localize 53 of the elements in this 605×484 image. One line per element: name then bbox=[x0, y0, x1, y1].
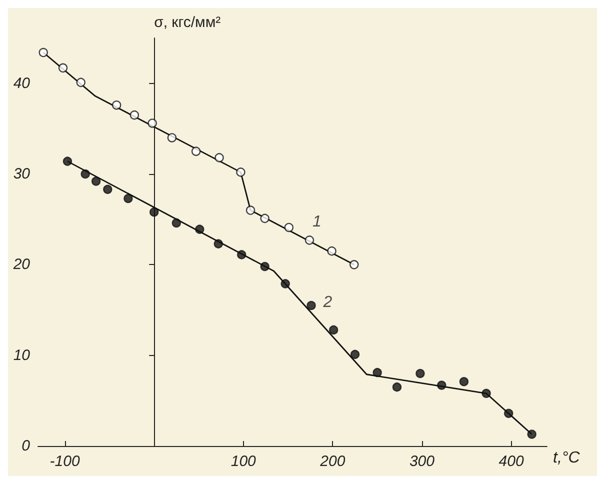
x-axis-title: t,°C bbox=[553, 450, 580, 466]
point bbox=[306, 300, 316, 310]
point bbox=[350, 260, 359, 270]
x-tick-label: -100 bbox=[50, 453, 80, 470]
point bbox=[237, 250, 246, 260]
point bbox=[280, 279, 290, 288]
point bbox=[416, 368, 425, 378]
point bbox=[91, 176, 101, 186]
point bbox=[149, 207, 159, 217]
point bbox=[482, 388, 491, 398]
point bbox=[148, 118, 157, 128]
point bbox=[38, 48, 48, 58]
y-tick-label: 20 bbox=[12, 256, 31, 274]
point bbox=[80, 169, 90, 179]
point bbox=[112, 100, 122, 110]
x-tick-label: 400 bbox=[498, 453, 524, 470]
point bbox=[246, 206, 256, 215]
x-tick-label: 100 bbox=[230, 453, 257, 470]
point bbox=[103, 184, 112, 194]
point bbox=[392, 382, 402, 392]
point bbox=[195, 224, 204, 234]
point bbox=[260, 262, 270, 272]
y-tick-label: 40 bbox=[13, 74, 31, 92]
point bbox=[124, 194, 133, 204]
point bbox=[437, 380, 446, 390]
point bbox=[236, 168, 246, 177]
x-tick-label: 200 bbox=[319, 453, 346, 470]
point bbox=[214, 239, 223, 248]
y-tick-label: 0 bbox=[22, 438, 31, 454]
point bbox=[350, 350, 360, 360]
point bbox=[304, 236, 314, 245]
y-tick-label: 30 bbox=[13, 166, 31, 182]
y-axis-title: σ, кгс/мм² bbox=[154, 14, 221, 31]
annotation: 1 bbox=[312, 214, 322, 231]
point bbox=[167, 133, 177, 142]
point bbox=[58, 63, 68, 73]
point bbox=[191, 146, 201, 156]
x-tick-label: 300 bbox=[409, 453, 436, 470]
point bbox=[327, 246, 336, 256]
point bbox=[130, 110, 140, 120]
point bbox=[527, 430, 536, 439]
y-tick-label: 10 bbox=[13, 346, 31, 364]
point bbox=[172, 218, 182, 228]
point bbox=[62, 156, 72, 166]
point bbox=[284, 222, 294, 232]
point bbox=[328, 325, 338, 335]
point bbox=[504, 408, 514, 418]
point bbox=[214, 153, 224, 162]
point bbox=[260, 214, 270, 224]
point bbox=[76, 78, 86, 88]
annotation: 2 bbox=[322, 294, 332, 312]
point bbox=[459, 377, 469, 386]
point bbox=[372, 368, 382, 378]
